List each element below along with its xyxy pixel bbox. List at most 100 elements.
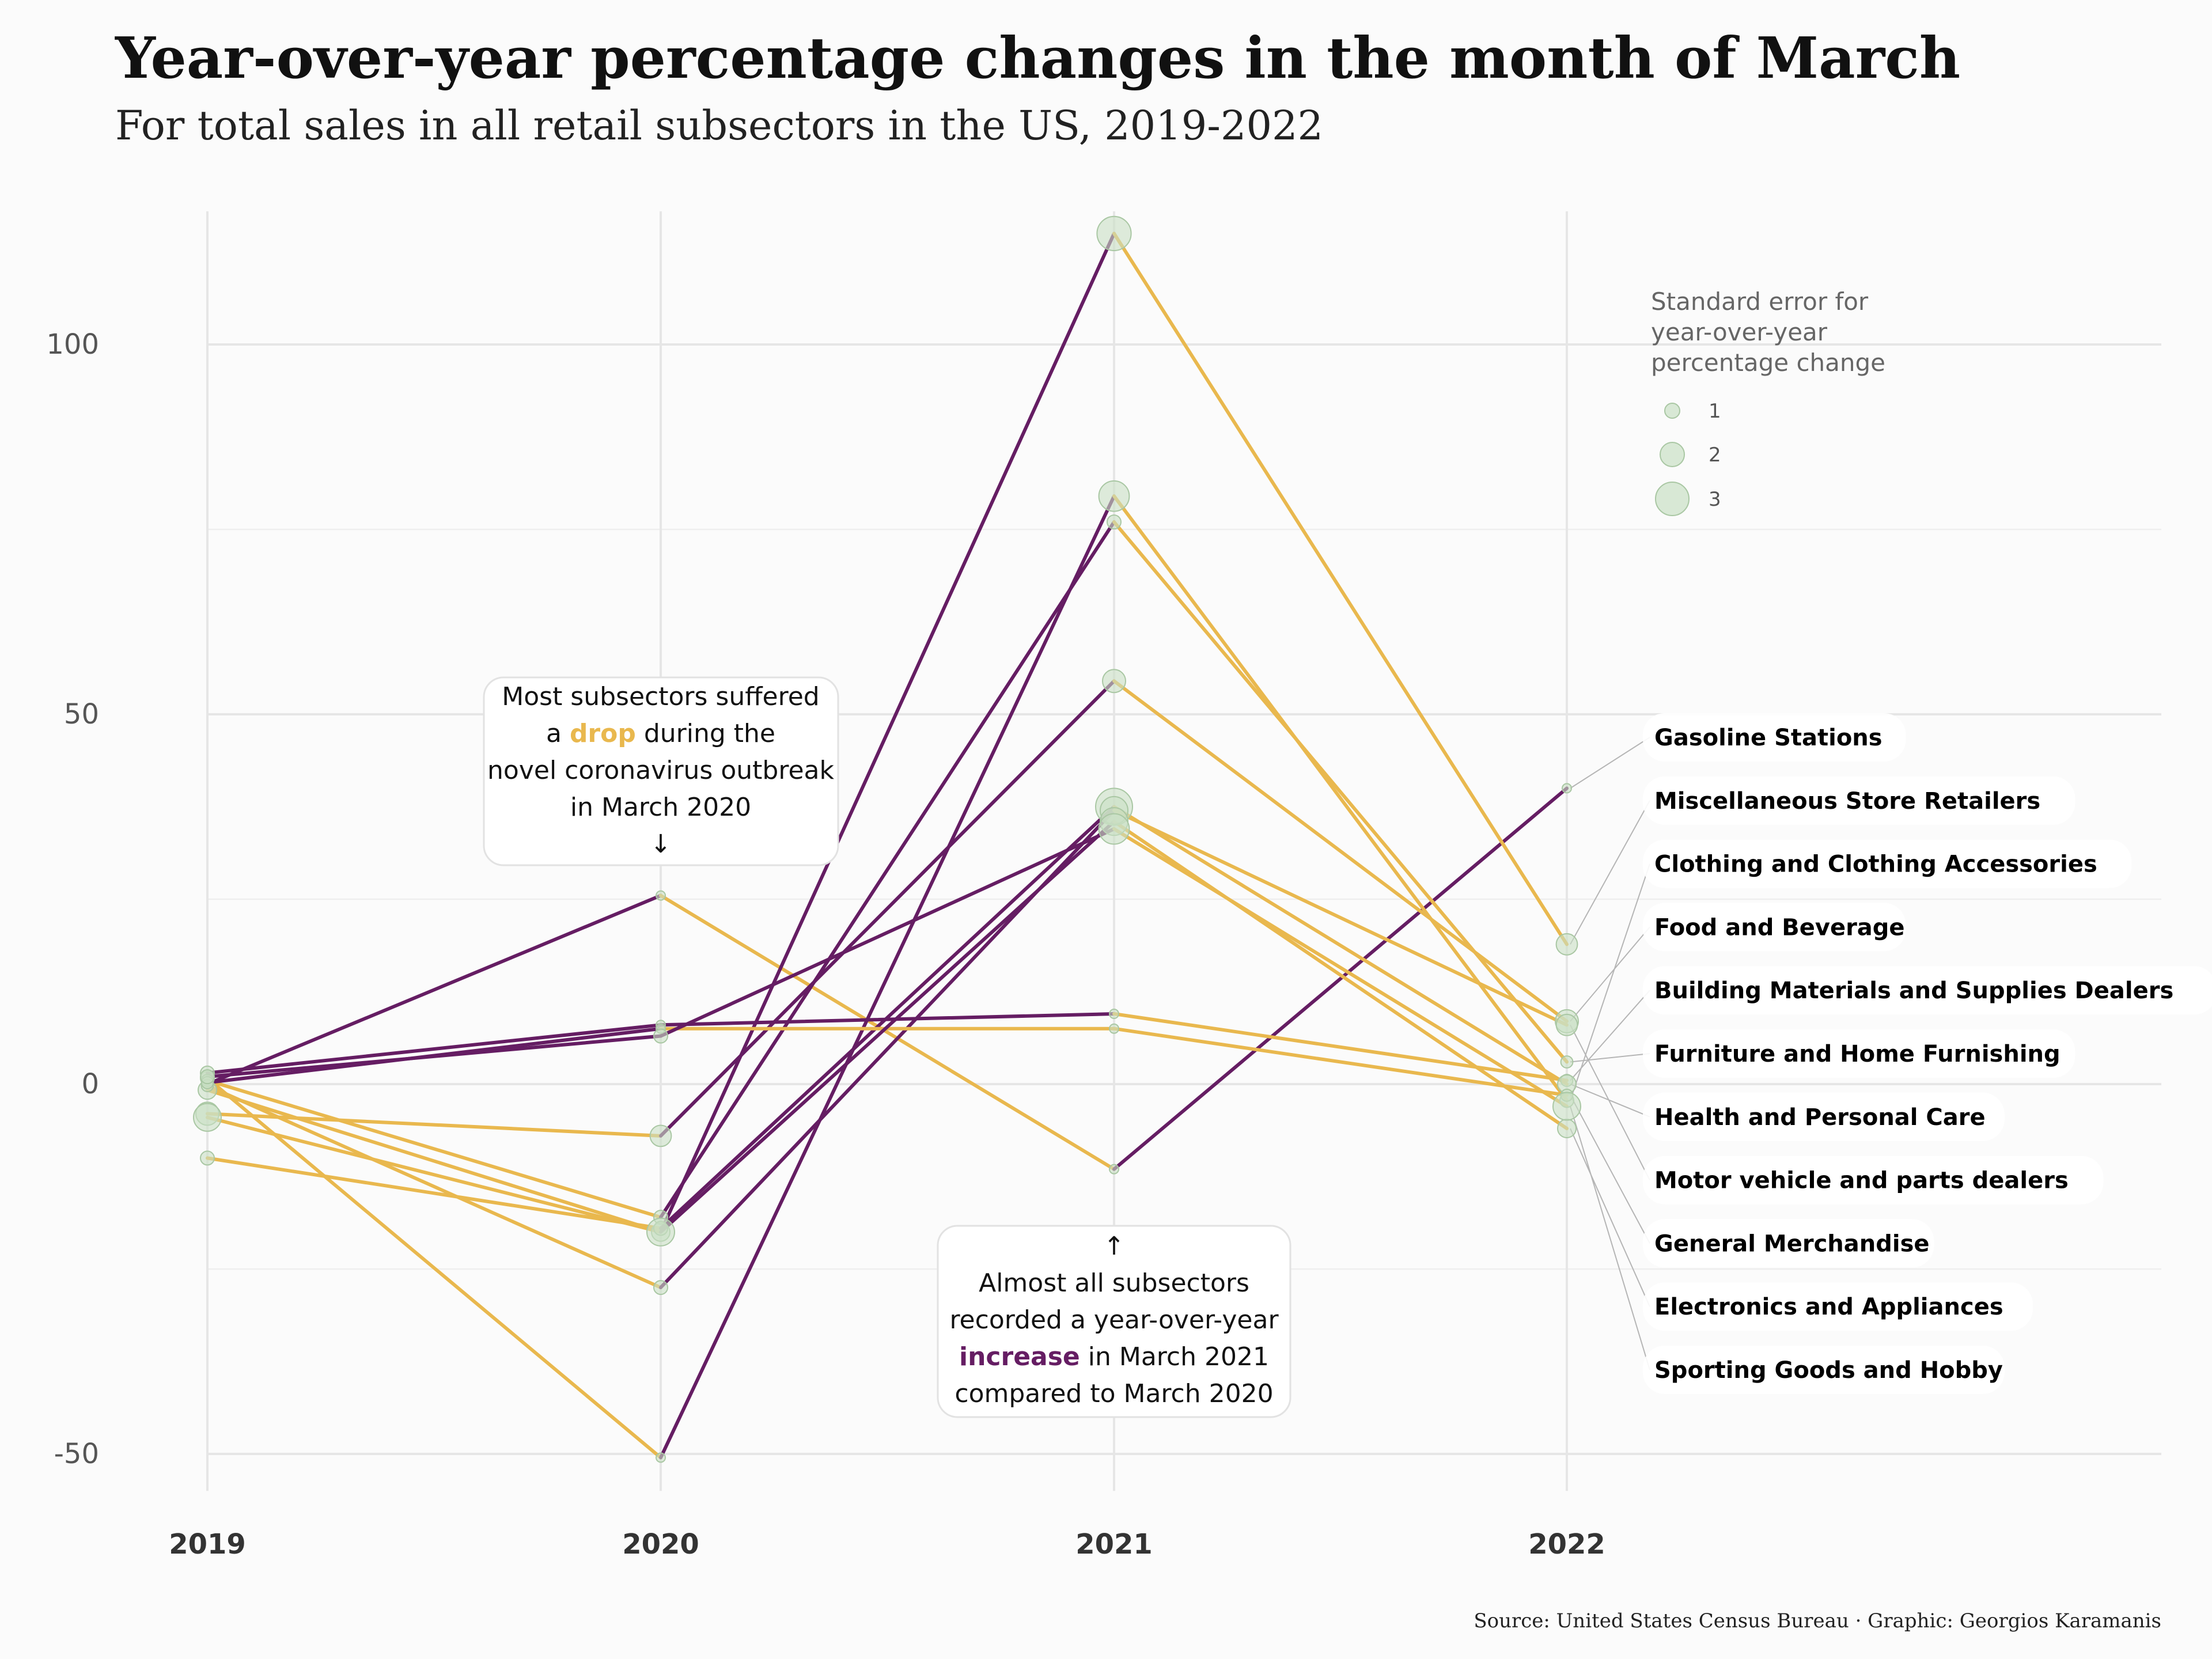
se-point	[649, 1124, 672, 1147]
subsector-label: Sporting Goods and Hobby	[1654, 1357, 2003, 1384]
subsector-label-background	[1643, 839, 2132, 888]
subsector-label: Miscellaneous Store Retailers	[1654, 788, 2040, 815]
series-segment	[659, 893, 1116, 1171]
annotation-drop-highlight: drop	[570, 719, 636, 748]
subsector-label-group: Building Materials and Supplies Dealers	[1643, 966, 2212, 1015]
size-legend: Standard error for year-over-year percen…	[1651, 287, 1885, 516]
annotation-drop-line-1: Most subsectors suffered	[502, 682, 819, 711]
annotation-drop-arrow: ↓	[650, 830, 672, 859]
x-axis-ticks: 2019 2020 2021 2022	[169, 1528, 1605, 1560]
annotation-increase-box	[937, 1225, 1291, 1418]
label-connector	[1570, 1084, 1650, 1118]
se-point	[1107, 514, 1122, 530]
label-connector	[1570, 800, 1650, 945]
legend-symbol-3	[1655, 482, 1690, 516]
legend-symbol-1	[1664, 403, 1680, 419]
series-segment	[206, 1076, 662, 1460]
se-point	[1552, 1092, 1581, 1121]
x-tick-label: 2021	[1075, 1528, 1153, 1560]
subsector-label-group: General Merchandise	[1643, 1219, 1934, 1268]
subsector-label-group: Furniture and Home Furnishing	[1643, 1029, 2075, 1078]
y-tick-label: 50	[64, 698, 99, 730]
subsector-label-background	[1643, 1282, 2033, 1331]
x-tick-label: 2022	[1528, 1528, 1605, 1560]
series-segment	[1112, 520, 1569, 1064]
annotation-increase-line-1: Almost all subsectors	[979, 1268, 1249, 1298]
label-connector	[1570, 1024, 1650, 1181]
annotation-increase-highlight: increase	[959, 1342, 1080, 1372]
label-connector	[1570, 1106, 1650, 1370]
series-segment	[1112, 1027, 1569, 1097]
subsector-label-background	[1643, 1219, 1934, 1268]
legend-label-3: 3	[1709, 488, 1721, 511]
x-tick-label: 2019	[169, 1528, 246, 1560]
source-caption: Source: United States Census Bureau · Gr…	[1474, 1609, 2161, 1633]
subsector-label-background	[1643, 1029, 2075, 1078]
se-point	[1562, 783, 1572, 794]
legend-title-line-3: percentage change	[1651, 349, 1885, 377]
se-point	[200, 1069, 215, 1085]
series-segment	[659, 805, 1116, 1230]
series-segment	[659, 827, 1116, 1038]
se-point	[193, 1103, 222, 1132]
series-lines	[206, 232, 1569, 1460]
legend-title-line-1: Standard error for	[1651, 287, 1869, 316]
subsector-label-group: Motor vehicle and parts dealers	[1643, 1156, 2104, 1205]
se-point	[1098, 813, 1130, 845]
chart-subtitle: For total sales in all retail subsectors…	[115, 102, 1323, 149]
annotation-drop: Most subsectors suffered a drop during t…	[483, 676, 839, 866]
series-segment	[206, 1156, 662, 1230]
series-segment	[1112, 808, 1569, 1027]
series-segment	[1112, 232, 1569, 946]
se-point	[653, 1028, 668, 1044]
label-connector	[1570, 737, 1650, 789]
annotation-drop-line-4: in March 2020	[570, 793, 751, 822]
se-point	[656, 890, 666, 901]
subsector-label: Furniture and Home Furnishing	[1654, 1041, 2061, 1067]
label-connector	[1570, 926, 1650, 1022]
annotation-increase-line-3: increase in March 2021	[959, 1342, 1269, 1372]
subsector-label: General Merchandise	[1654, 1230, 1930, 1257]
se-point	[1109, 1164, 1119, 1175]
subsector-label-background	[1643, 713, 1906, 762]
se-point	[1096, 215, 1132, 251]
y-tick-label: -50	[54, 1438, 99, 1470]
series-segment	[1112, 827, 1569, 1108]
subsector-label-group: Clothing and Clothing Accessories	[1643, 839, 2132, 888]
annotation-increase-arrow: ↑	[1104, 1232, 1125, 1261]
series-segment	[659, 494, 1116, 1460]
subsector-label-group: Food and Beverage	[1643, 903, 1906, 952]
y-tick-label: 0	[81, 1068, 99, 1100]
label-connector	[1570, 990, 1650, 1081]
subsector-label: Clothing and Clothing Accessories	[1654, 851, 2097, 878]
annotation-drop-box	[483, 676, 839, 866]
y-tick-label: 100	[46, 328, 99, 361]
series-segment	[659, 679, 1116, 1138]
annotation-increase-line-2: recorded a year-over-year	[949, 1305, 1279, 1335]
subsector-label-group: Health and Personal Care	[1643, 1092, 2005, 1141]
subsector-label-background	[1643, 776, 2075, 825]
label-connector	[1570, 1094, 1650, 1244]
se-point	[656, 1452, 666, 1463]
series-segment	[206, 1034, 662, 1079]
legend-symbol-2	[1660, 442, 1685, 467]
x-tick-label: 2020	[622, 1528, 699, 1560]
subsector-label-group: Electronics and Appliances	[1643, 1282, 2033, 1331]
subsector-labels: Gasoline Stations Miscellaneous Store Ret…	[1643, 713, 2212, 1394]
label-connector	[1570, 1053, 1650, 1063]
subsector-label: Building Materials and Supplies Dealers	[1654, 978, 2173, 1004]
subsector-label: Gasoline Stations	[1654, 725, 1883, 751]
subsector-label-group: Sporting Goods and Hobby	[1643, 1346, 2005, 1394]
series-segment	[659, 520, 1116, 1219]
se-point	[653, 1280, 668, 1296]
subsector-label: Motor vehicle and parts dealers	[1654, 1168, 2069, 1194]
subsector-label: Electronics and Appliances	[1654, 1294, 2003, 1320]
label-connectors	[1570, 737, 1650, 1370]
subsector-label-background	[1643, 903, 1906, 952]
subsector-label: Health and Personal Care	[1654, 1104, 1986, 1131]
annotation-drop-line-3: novel coronavirus outbreak	[487, 756, 834, 785]
subsector-label-background	[1643, 1092, 2005, 1141]
se-point	[1109, 1023, 1119, 1034]
se-point	[646, 1217, 675, 1247]
